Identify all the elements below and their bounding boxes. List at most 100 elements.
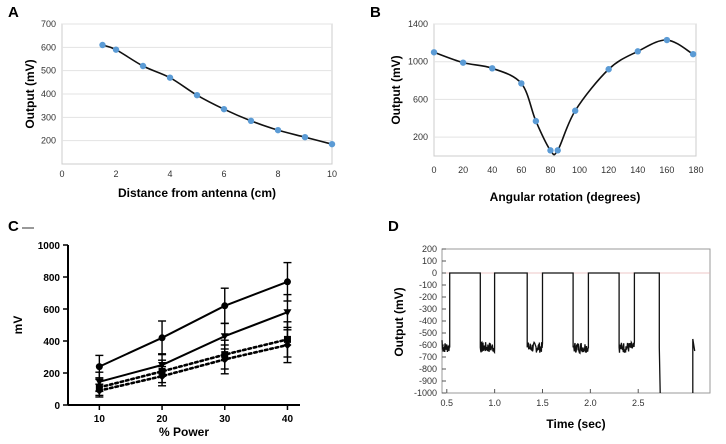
x-axis-label-a: Distance from antenna (cm) [118, 186, 276, 200]
signal-trace-d [441, 272, 661, 394]
data-point-b [663, 36, 671, 44]
data-point-a [139, 62, 147, 70]
data-point-b [430, 49, 438, 56]
data-point-c [283, 278, 291, 286]
x-tick-label-b: 140 [630, 165, 645, 175]
x-tick-label-d: 1.5 [536, 398, 549, 408]
y-tick-label-c: 400 [43, 337, 60, 348]
x-tick-label-b: 40 [487, 165, 497, 175]
y-tick-label-a: 600 [41, 42, 56, 52]
y-tick-label-d: -700 [419, 352, 437, 362]
data-point-c [95, 363, 103, 371]
y-tick-label-c: 600 [43, 305, 60, 316]
x-tick-label-c: 40 [282, 414, 294, 425]
x-tick-label-b: 80 [545, 165, 555, 175]
data-point-b [547, 147, 554, 154]
y-tick-label-a: 500 [41, 66, 56, 76]
series-line-a [102, 44, 333, 145]
x-tick-label-d: 2.0 [584, 398, 597, 408]
y-tick-label-b: 200 [413, 132, 428, 142]
y-tick-label-d: -400 [419, 316, 437, 326]
data-point-a [220, 105, 228, 113]
panel-letter-a: A [8, 4, 19, 21]
y-tick-label-d: 0 [432, 268, 437, 278]
y-axis-label-b: Output (mV) [389, 55, 403, 124]
data-point-b [605, 66, 612, 73]
y-tick-label-a: 400 [41, 89, 56, 99]
data-point-c [95, 386, 104, 395]
data-point-b [634, 48, 641, 55]
y-tick-label-d: -1000 [414, 388, 437, 398]
y-tick-label-c: 200 [43, 369, 60, 380]
data-point-c [283, 341, 292, 349]
data-point-a [301, 133, 309, 141]
data-point-a [99, 41, 106, 49]
x-tick-label-b: 180 [688, 165, 703, 175]
series-line-c [98, 338, 289, 389]
plot-frame-d [441, 248, 711, 394]
data-point-a [193, 91, 201, 99]
x-tick-label-b: 100 [572, 165, 587, 175]
series-line-c [98, 280, 288, 368]
data-point-a [274, 126, 282, 134]
data-point-a [328, 140, 336, 148]
y-tick-label-a: 200 [41, 136, 56, 146]
panel-letter-d: D [388, 218, 399, 235]
x-tick-label-d: 1.0 [488, 398, 501, 408]
y-tick-label-d: 100 [422, 256, 437, 266]
y-tick-label-c: 1000 [38, 241, 61, 252]
data-point-c [158, 372, 167, 381]
x-axis-label-b: Angular rotation (degrees) [490, 190, 641, 204]
x-tick-label-b: 0 [431, 165, 436, 175]
y-tick-label-b: 1000 [408, 57, 428, 67]
y-tick-label-d: -800 [419, 364, 437, 374]
data-point-a [247, 117, 255, 125]
data-point-b [689, 50, 697, 58]
x-axis-label-c: % Power [159, 425, 209, 439]
data-point-c [158, 334, 166, 342]
y-tick-label-d: -300 [419, 304, 437, 314]
y-tick-label-d: -500 [419, 328, 437, 338]
series-line-c [98, 343, 289, 392]
y-axis-label-d: Output (mV) [392, 287, 406, 356]
x-tick-label-b: 20 [458, 165, 468, 175]
chart-panel-a: 200 300 400 500 600 700 0 2 4 6 8 10 Distance from a… [23, 19, 337, 200]
y-tick-label-b: 1400 [408, 19, 428, 29]
data-point-b [518, 80, 525, 87]
data-point-b [532, 117, 540, 125]
data-point-b [489, 65, 496, 72]
x-tick-label-c: 30 [219, 414, 231, 425]
plot-area-b [433, 23, 697, 157]
data-point-c [220, 355, 229, 364]
x-tick-label-b: 60 [516, 165, 526, 175]
x-tick-label-a: 4 [167, 169, 172, 179]
x-tick-label-a: 8 [275, 169, 280, 179]
data-point-b [459, 59, 467, 66]
x-tick-label-b: 160 [659, 165, 674, 175]
panel-letter-b: B [370, 4, 381, 21]
y-tick-label-c: 800 [43, 273, 60, 284]
y-axis-label-c: mV [11, 316, 25, 335]
y-tick-label-b: 600 [413, 94, 428, 104]
data-point-c [283, 309, 292, 317]
y-tick-label-a: 700 [41, 19, 56, 29]
x-tick-label-a: 10 [327, 169, 337, 179]
x-tick-label-d: 2.5 [632, 398, 645, 408]
x-axis-label-d: Time (sec) [546, 417, 605, 431]
chart-panel-c: 0 200 400 600 800 1000 10 20 30 40 % Power mV [11, 241, 300, 439]
data-point-b [554, 147, 561, 154]
data-point-c [220, 333, 229, 341]
data-point-c [221, 302, 229, 310]
series-line-c [99, 311, 288, 383]
x-tick-label-c: 10 [94, 414, 106, 425]
x-tick-label-a: 0 [59, 169, 64, 179]
chart-panel-b: 200 600 1000 1400 0 20 40 60 80 100 120 140 160 180 An… [389, 19, 704, 204]
y-tick-label-d: -600 [419, 340, 437, 350]
y-tick-label-a: 300 [41, 112, 56, 122]
panel-letter-c: C [8, 218, 19, 235]
x-tick-label-d: 0.5 [441, 398, 454, 408]
x-tick-label-a: 6 [221, 169, 226, 179]
x-tick-label-b: 120 [601, 165, 616, 175]
data-point-a [166, 74, 174, 81]
